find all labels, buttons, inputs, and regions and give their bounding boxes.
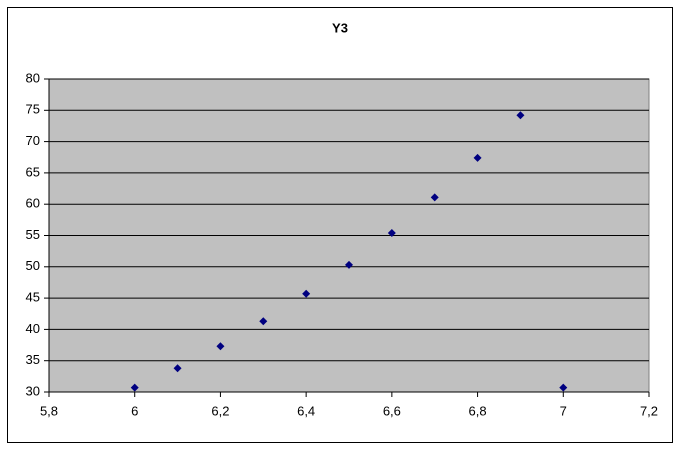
data-point [302, 289, 311, 298]
data-point [516, 111, 525, 120]
x-tick-label: 6,4 [297, 403, 315, 418]
data-point [173, 364, 182, 373]
x-tick-label: 7,2 [640, 403, 658, 418]
y-tick-label: 55 [26, 227, 40, 242]
data-point [387, 228, 396, 237]
y-tick-label: 60 [26, 196, 40, 211]
y-tick-label: 70 [26, 133, 40, 148]
y-tick-label: 30 [26, 383, 40, 398]
data-point [216, 342, 225, 351]
chart-title: Y3 [332, 20, 348, 35]
y-tick-label: 65 [26, 164, 40, 179]
y-tick-label: 50 [26, 258, 40, 273]
x-tick-label: 6,6 [383, 403, 401, 418]
y-tick-label: 80 [26, 70, 40, 85]
y-tick-label: 45 [26, 290, 40, 305]
data-point [130, 383, 139, 392]
x-tick-label: 7 [560, 403, 567, 418]
data-point [259, 317, 268, 326]
data-point [559, 383, 568, 392]
data-point [345, 260, 353, 269]
data-point [473, 153, 482, 162]
y-tick-label: 40 [26, 321, 40, 336]
y-tick-label: 35 [26, 352, 40, 367]
data-point [430, 193, 439, 202]
x-tick-label: 5,8 [40, 403, 58, 418]
x-tick-label: 6,8 [469, 403, 487, 418]
x-tick-label: 6 [131, 403, 138, 418]
y-tick-label: 75 [26, 102, 40, 117]
x-tick-label: 6,2 [211, 403, 229, 418]
